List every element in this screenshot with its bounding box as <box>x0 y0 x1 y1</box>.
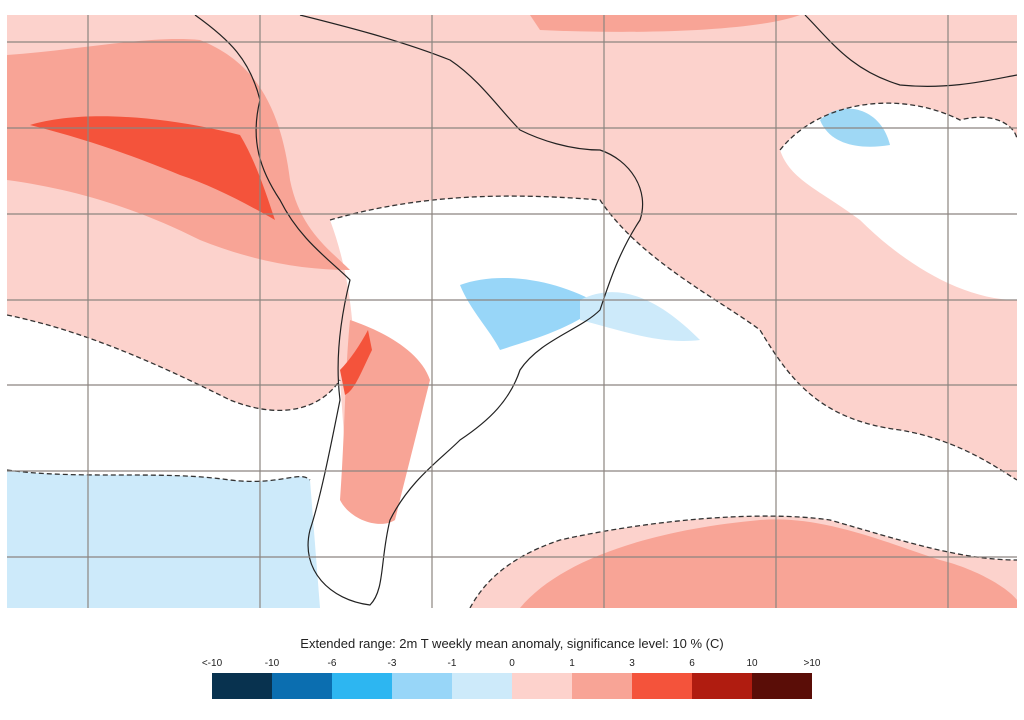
hot-area <box>30 116 275 220</box>
colorbar-label: 10 <box>746 658 758 669</box>
colorbar-label: >10 <box>804 658 821 669</box>
colorbar-label: 1 <box>569 658 575 669</box>
map <box>7 15 1017 608</box>
colorbar-swatch <box>572 673 632 699</box>
colorbar: <-10 -10 -6 -3 -1 0 1 3 6 10 >10 <box>202 658 821 699</box>
colorbar-label: -3 <box>388 658 397 669</box>
colorbar-label: 3 <box>629 658 635 669</box>
significance-contour <box>7 469 311 482</box>
colorbar-label: <-10 <box>202 658 223 669</box>
colorbar-swatch <box>752 673 812 699</box>
colorbar-swatch <box>512 673 572 699</box>
significance-contour <box>469 515 1017 608</box>
warm-area <box>520 519 1017 608</box>
cool-area <box>460 277 600 350</box>
coastline <box>194 15 644 606</box>
coastline <box>804 15 1017 87</box>
warm-area <box>530 15 800 32</box>
warm-area <box>340 320 430 524</box>
colorbar-swatch <box>272 673 332 699</box>
colorbar-swatch <box>212 673 272 699</box>
colorbar-swatch <box>632 673 692 699</box>
cool-area <box>7 470 320 608</box>
colorbar-label: -10 <box>265 658 280 669</box>
cool-area <box>580 292 700 341</box>
legend-title: Extended range: 2m T weekly mean anomaly… <box>300 636 723 651</box>
significance-contour <box>329 195 1017 481</box>
colorbar-label: -6 <box>328 658 337 669</box>
neutral-area <box>780 103 1017 300</box>
colorbar-swatch <box>452 673 512 699</box>
colorbar-swatch <box>692 673 752 699</box>
colorbar-label: -1 <box>448 658 457 669</box>
significance-contour <box>7 314 341 412</box>
colorbar-label: 6 <box>689 658 695 669</box>
colorbar-swatch <box>332 673 392 699</box>
colorbar-label: 0 <box>509 658 515 669</box>
hot-area <box>340 330 372 395</box>
graticule <box>7 15 1017 608</box>
significance-contour <box>779 102 1017 151</box>
colorbar-swatch <box>392 673 452 699</box>
